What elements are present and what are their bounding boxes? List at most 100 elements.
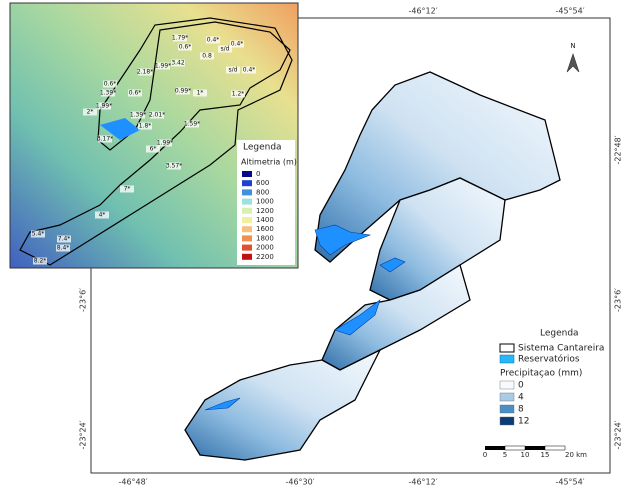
inset-label-bg — [156, 62, 170, 70]
inset-label-bg — [128, 89, 142, 97]
inset-legend-swatch — [242, 198, 252, 205]
legend-swatch — [499, 343, 515, 353]
inset-label-bg — [101, 89, 115, 97]
inset-legend-class: 1000 — [256, 198, 274, 206]
inset-legend-swatch — [242, 171, 252, 177]
inset-label: 0.4* — [231, 41, 244, 48]
basin-southwest — [184, 348, 382, 461]
coord-label: -23°6′ — [79, 288, 88, 312]
inset-label-bg — [150, 111, 164, 119]
inset-label: 0.6* — [104, 81, 117, 88]
inset-label-bg — [103, 80, 117, 88]
coord-label: -22°48′ — [614, 135, 623, 164]
reservoir — [314, 224, 372, 256]
inset-label: 1.99* — [155, 63, 171, 70]
inset-label: s/d — [229, 67, 238, 74]
legend-title: Legenda — [540, 329, 579, 339]
inset-label: 3.42 — [171, 60, 185, 67]
inset-label: 3.17* — [97, 136, 113, 143]
inset-label: 1.79* — [172, 35, 188, 42]
inset-label-bg — [176, 87, 190, 95]
inset-legend-class: 600 — [256, 179, 269, 187]
inset-label-bg — [218, 45, 232, 53]
scale-label: 10 — [521, 451, 530, 459]
legend-class: 0 — [518, 381, 524, 391]
reservoir — [379, 257, 406, 273]
inset-label-bg — [231, 90, 245, 98]
inset-legend-swatch — [242, 253, 252, 260]
inset-label: 1* — [197, 90, 204, 97]
inset-label: 1.99* — [96, 103, 112, 110]
legend-class: 12 — [518, 417, 529, 427]
legend-item: Sistema Cantareira — [518, 344, 604, 354]
inset-label: 1.39* — [130, 112, 146, 119]
inset-label: 2.01* — [149, 112, 165, 119]
coord-label: -45°54′ — [555, 7, 584, 16]
reservoir — [204, 397, 241, 411]
inset-legend-swatch — [242, 217, 252, 223]
inset-label: 0.4* — [207, 37, 220, 44]
scale-label: 5 — [503, 451, 507, 459]
inset-label-bg — [242, 66, 256, 74]
inset-label-bg — [230, 40, 244, 48]
scale-label: 20 km — [565, 451, 587, 459]
inset-label-bg — [120, 185, 134, 193]
inset-label: 1.2* — [232, 91, 245, 98]
reservoir — [334, 299, 381, 336]
coord-label: -46°30′ — [285, 478, 314, 487]
inset-label-bg — [95, 211, 109, 219]
inset-legend-swatch — [242, 180, 252, 187]
coord-label: -46°12′ — [408, 478, 437, 487]
inset-label-bg — [171, 59, 185, 67]
scale-bar — [485, 445, 566, 451]
inset-label-bg — [185, 120, 199, 128]
inset-legend-class: 2200 — [256, 253, 274, 261]
inset-legend-subtitle: Altimetria (m) — [241, 158, 297, 167]
inset-legend-class: 1600 — [256, 225, 274, 233]
inset-label: 1.59* — [184, 121, 200, 128]
coord-label: -46°12′ — [408, 7, 437, 16]
legend-swatch — [499, 354, 515, 364]
inset-label: 0.6* — [179, 44, 192, 51]
inset-label: 1.99* — [157, 140, 173, 147]
inset-label: 1.8* — [139, 123, 152, 130]
inset-label: 6* — [150, 146, 157, 153]
inset-legend-class: 1800 — [256, 234, 274, 242]
coord-label: -23°6′ — [614, 288, 623, 312]
inset-label: 7.4* — [58, 236, 71, 243]
inset-label: 2* — [87, 109, 94, 116]
scale-label: 15 — [541, 451, 550, 459]
inset-label: 2.18* — [137, 69, 153, 76]
inset-label: 8.4* — [57, 245, 70, 252]
coord-label: -45°54′ — [555, 478, 584, 487]
inset-label-bg — [131, 111, 145, 119]
inset-label-bg — [98, 135, 112, 143]
inset-legend-swatch — [242, 244, 252, 251]
inset-label-bg — [226, 66, 240, 74]
inset-label: 3.57* — [166, 163, 182, 170]
inset-legend-class: 800 — [256, 188, 269, 196]
legend-swatch — [499, 392, 515, 402]
inset-label-bg — [138, 122, 152, 130]
inset-label: 0.4* — [243, 67, 256, 74]
legend-swatch — [499, 416, 515, 426]
inset-legend-swatch — [242, 235, 252, 242]
legend-subtitle: Precipitaçao (mm) — [500, 369, 582, 379]
inset-label-bg — [146, 145, 160, 153]
inset-label: 0.99* — [175, 88, 191, 95]
scale-label: 0 — [483, 451, 487, 459]
inset-label-bg — [200, 52, 214, 60]
inset-label: 7* — [124, 186, 131, 193]
inset-legend-class: 1400 — [256, 216, 274, 224]
inset-label: 1.39* — [100, 90, 116, 97]
inset-label-bg — [178, 43, 192, 51]
inset-label-bg — [167, 162, 181, 170]
inset-label-bg — [158, 139, 172, 147]
coord-label: -23°24′ — [614, 420, 623, 449]
inset-label-bg — [57, 235, 71, 243]
inset-label-bg — [138, 68, 152, 76]
inset-legend-swatch — [242, 207, 252, 214]
legend-item: Reservatórios — [518, 354, 580, 365]
inset-legend-title: Legenda — [243, 143, 282, 153]
legend-class: 8 — [518, 405, 524, 415]
